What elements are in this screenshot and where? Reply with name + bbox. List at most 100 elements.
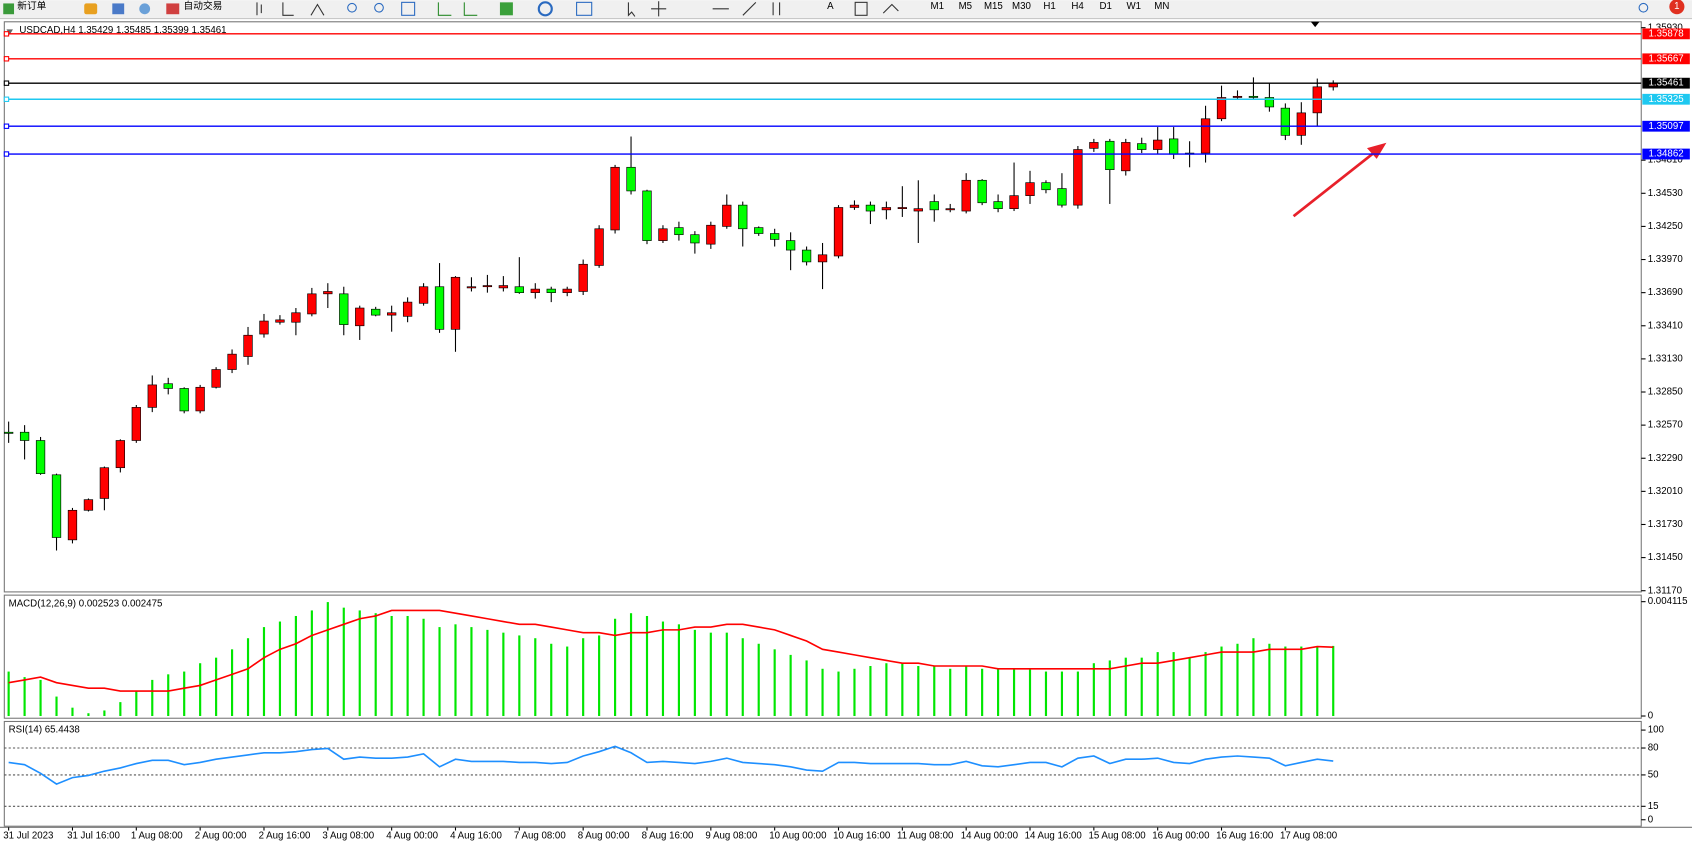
macd-bar bbox=[773, 649, 776, 717]
macd-bar bbox=[981, 668, 984, 717]
macd-bar bbox=[661, 621, 665, 717]
candle-body bbox=[1280, 107, 1291, 136]
macd-bar bbox=[534, 638, 537, 717]
candle-body bbox=[1121, 142, 1131, 172]
candle-body bbox=[865, 204, 876, 212]
candle-body bbox=[83, 499, 94, 511]
candle-body bbox=[1153, 139, 1163, 150]
price-line-label: 1.35097 bbox=[1649, 121, 1684, 132]
candle-body bbox=[817, 254, 828, 263]
macd-bar bbox=[1140, 657, 1143, 717]
x-tick-label: 15 Aug 08:00 bbox=[1088, 830, 1146, 841]
macd-bar bbox=[454, 624, 457, 717]
timeframe-button[interactable]: M1 bbox=[930, 1, 943, 12]
price-line-handle bbox=[3, 96, 10, 102]
y-tick-label: 1.32290 bbox=[1648, 453, 1684, 464]
macd-bar bbox=[933, 665, 936, 717]
candle-body bbox=[291, 312, 301, 323]
x-tick-label: 4 Aug 16:00 bbox=[450, 830, 502, 841]
arrow-tool-icon[interactable] bbox=[882, 3, 899, 14]
timeframe-button[interactable]: D1 bbox=[1099, 1, 1111, 12]
macd-bar bbox=[1044, 671, 1048, 717]
search-icon[interactable] bbox=[1638, 2, 1649, 13]
text-tool-icon[interactable]: A bbox=[827, 1, 834, 12]
timeframe-button[interactable]: H1 bbox=[1043, 1, 1055, 12]
candle-body bbox=[1105, 140, 1115, 170]
candle-body bbox=[929, 201, 939, 211]
candle-body bbox=[402, 301, 413, 317]
macd-bar bbox=[87, 713, 90, 717]
template-icon[interactable] bbox=[576, 1, 593, 16]
zoom-in-icon[interactable] bbox=[347, 2, 357, 13]
auto-trading-icon[interactable] bbox=[166, 3, 180, 15]
timeframe-button[interactable]: M15 bbox=[984, 1, 1003, 12]
candle-body bbox=[594, 228, 604, 266]
timeframe-button[interactable]: MN bbox=[1154, 1, 1169, 12]
chart-type-icons[interactable] bbox=[256, 2, 325, 16]
candle-body bbox=[1041, 182, 1051, 191]
tool-icon[interactable] bbox=[139, 3, 151, 15]
x-tick-label: 10 Aug 16:00 bbox=[833, 830, 891, 841]
shift-marker bbox=[1310, 21, 1320, 28]
candle-body bbox=[961, 179, 971, 212]
macd-bar bbox=[358, 610, 361, 717]
y-tick-label: 1.32850 bbox=[1648, 387, 1684, 398]
macd-bar bbox=[1316, 646, 1319, 717]
candle-body bbox=[1216, 97, 1227, 120]
y-tick-label: 1.34810 bbox=[1648, 155, 1684, 166]
macd-bar bbox=[39, 679, 42, 717]
candle-body bbox=[754, 227, 764, 234]
notification-badge[interactable] bbox=[1669, 0, 1685, 15]
timeframe-button[interactable]: M5 bbox=[959, 1, 972, 12]
candle-body bbox=[307, 293, 317, 315]
candle-body bbox=[785, 240, 796, 251]
macd-bar bbox=[1156, 652, 1159, 717]
candle-body bbox=[1296, 112, 1306, 136]
candle-body bbox=[1009, 195, 1019, 209]
drawing-tools[interactable] bbox=[627, 1, 781, 17]
macd-bar bbox=[805, 660, 808, 717]
timeframe-button[interactable]: H4 bbox=[1071, 1, 1084, 12]
new-order-button[interactable]: 新订单 bbox=[17, 0, 46, 12]
scroll-icons[interactable] bbox=[437, 2, 478, 16]
macd-bar bbox=[374, 613, 377, 717]
x-tick-label: 2 Aug 16:00 bbox=[259, 830, 311, 841]
tool-icon[interactable] bbox=[112, 3, 125, 15]
tool-icon[interactable] bbox=[84, 3, 98, 15]
indicators-icon[interactable] bbox=[499, 2, 513, 16]
price-line-label-bg bbox=[1642, 93, 1690, 105]
x-tick-label: 1 Aug 08:00 bbox=[131, 830, 183, 841]
candle-body bbox=[1264, 97, 1275, 108]
macd-bar bbox=[470, 627, 473, 717]
timeframe-button[interactable]: M30 bbox=[1012, 1, 1031, 12]
macd-bar bbox=[1300, 646, 1303, 717]
candle-body bbox=[259, 320, 269, 335]
label-tool-icon[interactable] bbox=[854, 1, 868, 16]
x-tick-label: 7 Aug 08:00 bbox=[514, 830, 566, 841]
tile-icon[interactable] bbox=[401, 1, 416, 16]
x-tick-label: 9 Aug 08:00 bbox=[705, 830, 757, 841]
notification-count: 1 bbox=[1674, 1, 1679, 12]
period-icon[interactable] bbox=[537, 1, 553, 17]
signal-line bbox=[8, 609, 1334, 692]
candle-body bbox=[418, 286, 429, 304]
candle-body bbox=[1137, 143, 1147, 150]
macd-bar bbox=[167, 674, 170, 717]
macd-bar bbox=[1236, 643, 1239, 717]
candle-body bbox=[1089, 142, 1099, 149]
candle-body bbox=[211, 369, 221, 388]
new-order-icon[interactable] bbox=[3, 3, 15, 15]
candle-body bbox=[578, 263, 588, 292]
zoom-out-icon[interactable] bbox=[374, 2, 384, 13]
macd-bar bbox=[645, 615, 649, 717]
macd-bar bbox=[821, 668, 824, 717]
macd-bar bbox=[246, 638, 250, 717]
candle-body bbox=[546, 288, 556, 293]
candle-body bbox=[1200, 118, 1211, 154]
macd-bar bbox=[757, 643, 760, 717]
timeframe-button[interactable]: W1 bbox=[1126, 1, 1141, 12]
y-tick-label: 1.33690 bbox=[1648, 287, 1684, 298]
auto-trading-button[interactable]: 自动交易 bbox=[184, 0, 223, 12]
